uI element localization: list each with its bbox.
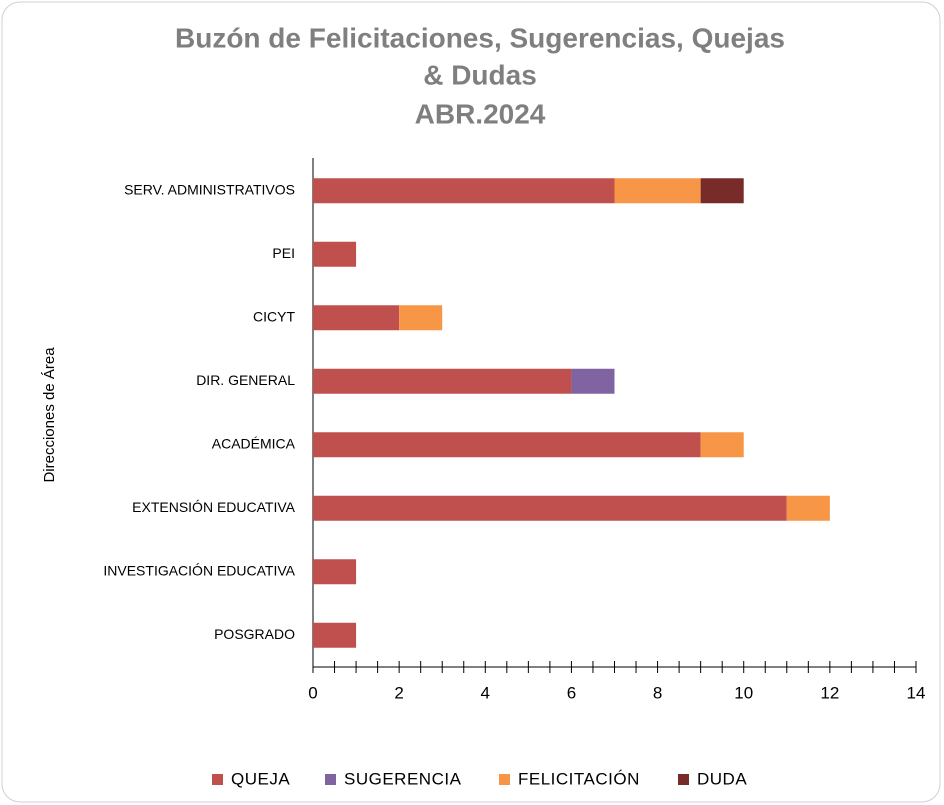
legend-swatch: [325, 774, 336, 785]
x-tick-label: 0: [308, 683, 317, 702]
bar: [700, 432, 744, 458]
y-tick-label: INVESTIGACIÓN EDUCATIVA: [103, 562, 295, 578]
x-tick-label: 8: [653, 683, 662, 702]
bar: [313, 368, 572, 394]
bar: [786, 495, 830, 521]
y-axis-label: Direcciones de Área: [41, 347, 58, 483]
y-tick-label: PEI: [272, 245, 295, 261]
x-tick-label: 6: [567, 683, 576, 702]
chart-title: ABR.2024: [415, 98, 546, 129]
bar: [313, 178, 615, 204]
chart-title: & Dudas: [423, 59, 537, 90]
y-tick-label: CICYT: [253, 308, 295, 324]
bar: [313, 305, 400, 331]
bar: [313, 241, 357, 267]
legend-label: QUEJA: [231, 769, 290, 788]
x-tick-label: 12: [820, 683, 839, 702]
legend-swatch: [212, 774, 223, 785]
legend-label: DUDA: [697, 769, 747, 788]
x-tick-label: 2: [394, 683, 403, 702]
legend-swatch: [499, 774, 510, 785]
bar: [571, 368, 615, 394]
y-tick-label: EXTENSIÓN EDUCATIVA: [132, 499, 296, 515]
bar: [614, 178, 701, 204]
bar: [313, 495, 787, 521]
y-tick-label: ACADÉMICA: [212, 435, 296, 451]
x-tick-label: 4: [481, 683, 490, 702]
legend-swatch: [678, 774, 689, 785]
y-tick-label: SERV. ADMINISTRATIVOS: [124, 181, 295, 197]
bar: [700, 178, 744, 204]
chart-title: Buzón de Felicitaciones, Sugerencias, Qu…: [175, 22, 785, 53]
bar: [313, 432, 701, 458]
bar: [399, 305, 443, 331]
y-tick-label: POSGRADO: [214, 626, 295, 642]
x-tick-label: 14: [907, 683, 926, 702]
x-tick-label: 10: [734, 683, 753, 702]
legend-label: FELICITACIÓN: [518, 769, 640, 788]
bar: [313, 622, 357, 648]
bar: [313, 559, 357, 585]
y-tick-label: DIR. GENERAL: [196, 372, 295, 388]
legend-label: SUGERENCIA: [344, 769, 462, 788]
